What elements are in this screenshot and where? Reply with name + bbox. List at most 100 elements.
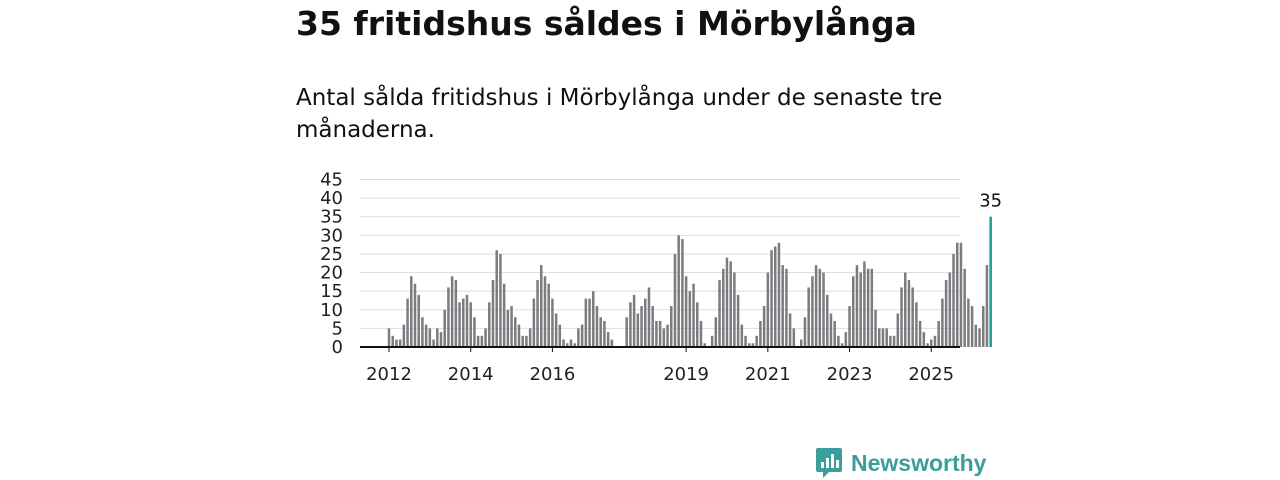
bar — [636, 313, 640, 347]
bar — [829, 313, 833, 347]
bar — [904, 272, 907, 347]
bar — [736, 294, 740, 347]
bar — [811, 276, 814, 347]
bar — [688, 291, 692, 347]
bar — [826, 294, 829, 347]
bar — [863, 261, 866, 347]
y-tick-label: 40 — [320, 188, 343, 209]
bar — [443, 309, 446, 347]
bar — [866, 268, 870, 347]
bar — [855, 265, 859, 347]
bar — [885, 328, 888, 347]
bar — [922, 332, 926, 347]
bar — [725, 257, 729, 347]
bar — [692, 283, 695, 347]
bar — [944, 280, 948, 347]
bar — [465, 294, 469, 347]
bar — [391, 335, 394, 347]
bar — [892, 335, 896, 347]
x-tick-label: 2023 — [827, 364, 873, 385]
bar — [699, 320, 703, 347]
bar — [803, 317, 807, 347]
page-title: 35 fritidshus såldes i Mörbylånga — [296, 4, 917, 43]
bar — [629, 302, 632, 347]
bar — [792, 328, 796, 347]
bar — [677, 235, 680, 347]
bar — [528, 328, 532, 347]
bar — [625, 317, 628, 347]
bar — [406, 298, 409, 347]
bar — [610, 339, 614, 347]
bar — [673, 253, 677, 347]
y-tick-label: 25 — [320, 244, 343, 265]
bar — [781, 265, 784, 347]
bar — [424, 324, 428, 347]
bar — [432, 339, 435, 347]
bar — [967, 298, 970, 347]
bar — [495, 250, 498, 347]
bar — [517, 324, 521, 347]
y-tick-label: 10 — [320, 300, 343, 321]
bar — [718, 280, 721, 347]
bar — [900, 287, 903, 347]
bar — [540, 265, 543, 347]
bar — [491, 280, 495, 347]
newsworthy-logo-icon — [816, 448, 842, 478]
bar — [480, 335, 484, 347]
y-tick-label: 5 — [332, 318, 343, 339]
bar — [722, 268, 725, 347]
bar — [577, 328, 580, 347]
bar — [592, 291, 595, 347]
bar — [800, 339, 803, 347]
bar — [740, 324, 744, 347]
highlight-bar — [989, 216, 992, 347]
bar — [644, 298, 647, 347]
bar — [417, 294, 420, 347]
bar — [569, 339, 573, 347]
brand[interactable]: Newsworthy — [815, 446, 986, 480]
bar — [703, 343, 706, 347]
x-tick-label: 2014 — [448, 364, 494, 385]
bar — [469, 302, 472, 347]
bar — [788, 313, 792, 347]
bar — [714, 317, 718, 347]
bar — [852, 276, 855, 347]
x-tick-label: 2019 — [663, 364, 709, 385]
x-tick-label: 2025 — [908, 364, 954, 385]
bar — [510, 306, 513, 347]
page-subtitle: Antal sålda fritidshus i Mörbylånga unde… — [296, 85, 943, 143]
bar — [833, 320, 836, 347]
bar — [785, 268, 788, 347]
y-tick-label: 0 — [332, 337, 343, 358]
bar — [666, 324, 669, 347]
bar — [439, 332, 443, 347]
bar — [837, 335, 840, 347]
bar — [554, 313, 558, 347]
bar — [562, 339, 565, 347]
bar — [502, 283, 506, 347]
x-tick-label: 2021 — [745, 364, 791, 385]
bar — [536, 280, 539, 347]
bar — [606, 332, 610, 347]
bar — [566, 343, 569, 347]
bar — [762, 306, 766, 347]
bar — [974, 324, 978, 347]
bar — [859, 272, 862, 347]
bar — [684, 276, 688, 347]
y-tick-label: 35 — [320, 207, 343, 228]
bar — [952, 253, 955, 347]
brand-name: Newsworthy — [851, 449, 987, 476]
bar — [814, 265, 818, 347]
bar — [696, 302, 699, 347]
bar — [777, 242, 781, 347]
bar — [458, 302, 461, 347]
y-tick-label: 30 — [320, 225, 343, 246]
bar — [774, 246, 777, 347]
bar — [584, 298, 588, 347]
bar — [729, 261, 732, 347]
bar — [436, 328, 439, 347]
bar — [476, 335, 480, 347]
x-axis: 2012 2014 2016 2019 2021 2023 2025 — [360, 346, 960, 385]
